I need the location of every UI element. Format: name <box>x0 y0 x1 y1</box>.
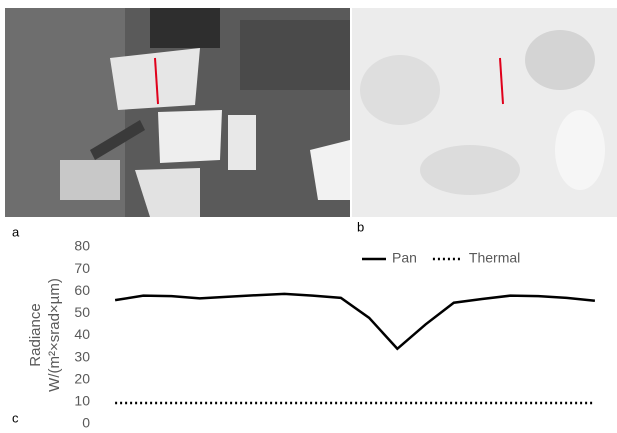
y-tick-label: 80 <box>74 238 90 254</box>
image-a <box>5 8 350 217</box>
line-series <box>115 294 595 349</box>
y-tick-label: 0 <box>82 415 90 428</box>
y-axis-label: W/(m²×srad×µm) <box>46 278 63 392</box>
panel-label: b <box>357 219 364 234</box>
y-tick-label: 60 <box>74 282 90 298</box>
y-tick-label: 10 <box>74 393 90 409</box>
y-axis-label: Radiance <box>27 303 44 366</box>
legend-label: Pan <box>392 250 417 266</box>
panel-label: c <box>12 410 19 425</box>
panel-label: a <box>12 224 20 239</box>
legend-label: Thermal <box>469 250 520 266</box>
image-b <box>352 8 617 217</box>
y-tick-label: 20 <box>74 370 90 386</box>
y-tick-label: 70 <box>74 260 90 276</box>
y-tick-label: 40 <box>74 326 90 342</box>
y-tick-label: 30 <box>74 348 90 364</box>
figure: a b c Radiance W/(m²×srad×µm) 0 10 20 30 40 5… <box>0 0 617 428</box>
y-tick-label: 50 <box>74 304 90 320</box>
